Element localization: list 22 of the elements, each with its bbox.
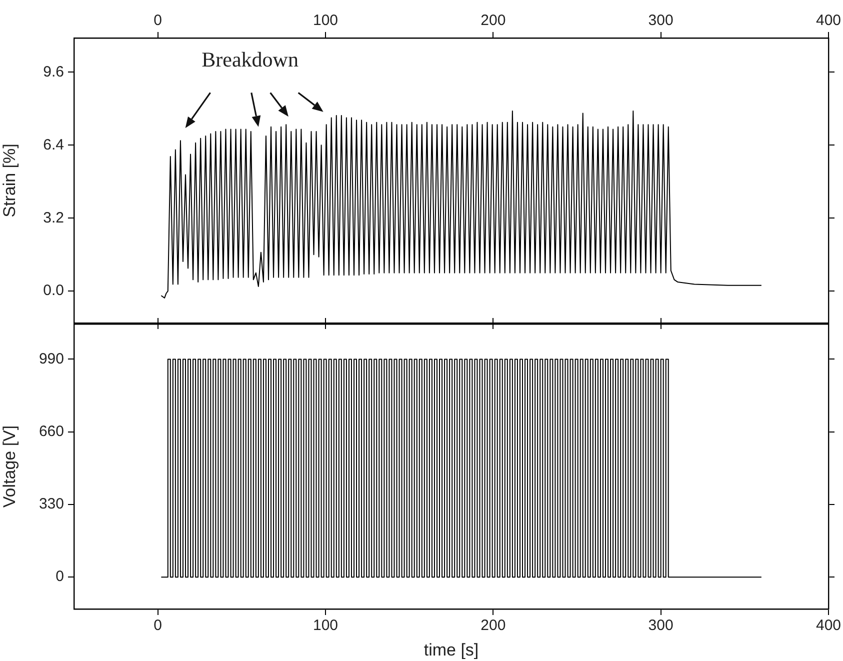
y-tick-label: 3.2	[43, 209, 64, 226]
x-tick-label: 200	[480, 12, 506, 30]
y-tick-label: 0	[56, 568, 64, 586]
y-tick-label: 9.6	[43, 63, 64, 80]
x-axis-title: time [s]	[424, 640, 479, 660]
x-tick-label: 100	[312, 12, 338, 30]
y-tick-label: 660	[38, 422, 64, 440]
y-tick-label: 990	[38, 350, 64, 368]
annotation: Breakdown	[202, 47, 299, 72]
y-tick-label: 0.0	[43, 282, 64, 300]
x-tick-label: 0	[154, 617, 162, 634]
x-tick-label: 0	[154, 12, 162, 30]
x-tick-label: 400	[816, 617, 841, 634]
x-tick-label: 100	[312, 617, 338, 634]
y-axis-title: Strain [%]	[0, 144, 19, 218]
x-tick-label: 300	[648, 617, 674, 634]
x-tick-label: 300	[648, 12, 674, 30]
x-tick-label: 200	[480, 617, 506, 634]
y-tick-label: 6.4	[43, 136, 64, 154]
x-tick-label: 400	[816, 12, 841, 30]
y-tick-label: 330	[38, 496, 64, 513]
y-axis-title: Voltage [V]	[0, 425, 19, 508]
